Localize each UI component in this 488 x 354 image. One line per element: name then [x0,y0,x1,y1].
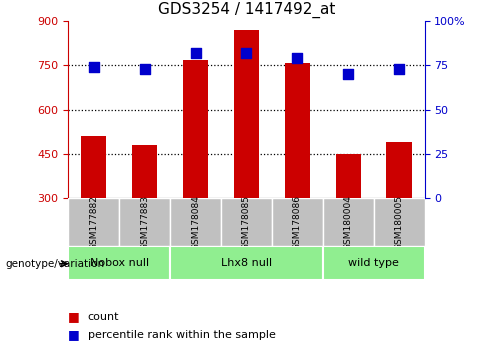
Text: wild type: wild type [348,258,399,268]
Bar [323,198,374,246]
Bar [119,198,170,246]
Bar [68,198,119,246]
Text: GSM180004: GSM180004 [344,195,353,250]
Text: GSM180005: GSM180005 [395,195,404,250]
Title: GDS3254 / 1417492_at: GDS3254 / 1417492_at [158,2,335,18]
Text: GSM177883: GSM177883 [140,195,149,250]
Bar [386,142,412,198]
Text: genotype/variation: genotype/variation [5,259,104,269]
Point [395,66,403,72]
Text: percentile rank within the sample: percentile rank within the sample [88,330,276,339]
Text: GSM178084: GSM178084 [191,195,200,250]
Bar [336,154,361,198]
Text: Lhx8 null: Lhx8 null [221,258,272,268]
Bar [183,59,208,198]
Bar [374,198,425,246]
Bar [234,30,259,198]
Text: ■: ■ [68,328,80,341]
Bar [285,63,310,198]
Point [90,64,98,70]
Bar [68,246,170,280]
Bar [170,198,221,246]
Text: Nobox null: Nobox null [90,258,149,268]
Text: GSM178086: GSM178086 [293,195,302,250]
Bar [221,198,272,246]
Point [293,56,301,61]
Bar [81,136,106,198]
Text: count: count [88,312,120,322]
Point [141,66,148,72]
Text: GSM178085: GSM178085 [242,195,251,250]
Bar [272,198,323,246]
Bar [132,145,157,198]
Bar [323,246,425,280]
Point [192,50,200,56]
Point [345,72,352,77]
Point [243,50,250,56]
Text: GSM177882: GSM177882 [89,195,98,250]
Bar [170,246,323,280]
Text: ■: ■ [68,310,80,323]
